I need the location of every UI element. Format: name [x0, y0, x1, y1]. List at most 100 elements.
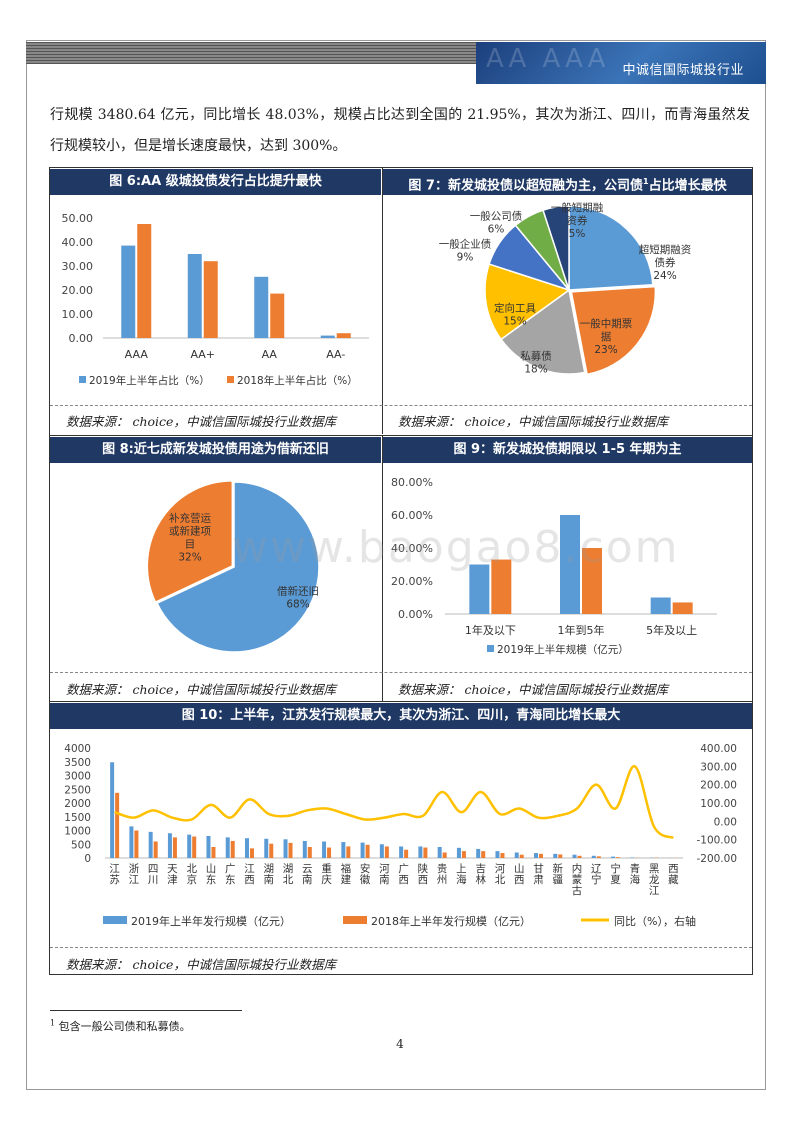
- fig7-slice-label: 15%: [503, 316, 526, 328]
- fig10-bar: [553, 853, 558, 858]
- fig10-category-label: 湖北: [283, 863, 294, 886]
- fig6-category-label: AA: [262, 348, 278, 361]
- footnote-rule: [50, 1010, 242, 1011]
- fig10-legend-label: 2018年上半年发行规模（亿元）: [371, 914, 531, 928]
- fig10-bar: [192, 836, 197, 858]
- fig10-category-label: 内蒙古: [572, 862, 583, 897]
- fig10-bar: [596, 856, 601, 858]
- fig10-category-label: 北京: [186, 863, 197, 886]
- fig7-slice: [570, 285, 657, 376]
- fig7-slice-label: 资券: [567, 214, 588, 227]
- fig9-ytick-label: 40.00%: [391, 542, 433, 555]
- fig6-ytick-label: 20.00: [62, 284, 94, 297]
- fig8-slice-label: 68%: [286, 599, 309, 611]
- fig10-category-label: 上海: [456, 863, 467, 886]
- fig10-bar: [442, 852, 447, 858]
- fig8-slice-label: 或新建项: [169, 525, 211, 538]
- fig10-bar: [534, 853, 538, 858]
- fig7-slice-label: 超短期融资: [639, 243, 692, 256]
- fig10-bar: [418, 846, 423, 858]
- fig10-ytick-right: 100.00: [700, 798, 737, 810]
- fig10-category-label: 重庆: [321, 862, 332, 886]
- fig10-bar: [206, 836, 211, 858]
- fig6-category-label: AA+: [190, 348, 215, 361]
- fig10-ytick-left: 1000: [64, 826, 91, 838]
- fig10-category-label: 江西: [244, 863, 255, 886]
- fig7-title-sup: 1: [642, 177, 649, 186]
- fig10-bar: [153, 841, 158, 858]
- fig10-title: 图 10：上半年，江苏发行规模最大，其次为浙江、四川，青海同比增长最大: [50, 703, 752, 729]
- fig10-ytick-right: 400.00: [700, 743, 737, 755]
- fig10-source: 数据来源： choice，中诚信国际城投行业数据库: [66, 957, 336, 972]
- intro-paragraph: 行规模 3480.64 亿元，同比增长 48.03%，规模占比达到全国的 21.…: [50, 107, 750, 154]
- fig9-title: 图 9：新发城投债期限以 1-5 年期为主: [383, 437, 752, 463]
- fig6-legend-swatch: [227, 376, 234, 383]
- watermark: www.baogao8.com: [232, 522, 680, 573]
- fig7-slice-label: 一般公司债: [470, 210, 523, 223]
- fig6-ytick-label: 30.00: [62, 260, 94, 273]
- fig10-bar: [404, 849, 409, 858]
- header-brand: AA AAA 中诚信国际城投行业: [476, 42, 766, 84]
- fig10-chart: 05001000150020002500300035004000-200.00-…: [64, 743, 737, 928]
- fig10-bar: [437, 847, 442, 858]
- fig10-bar: [611, 856, 616, 858]
- divider-horizontal-1: [50, 435, 752, 436]
- fig10-ytick-left: 0: [84, 853, 91, 865]
- fig10-bar: [327, 847, 332, 858]
- fig7-slice-label: 5%: [569, 228, 586, 240]
- fig9-category-label: 1年及以下: [465, 623, 516, 637]
- page-number: 4: [396, 1037, 404, 1051]
- fig8-slice-label: 目: [185, 539, 196, 551]
- fig10-bar: [134, 830, 139, 858]
- fig10-bar: [500, 853, 505, 858]
- fig10-ytick-left: 3000: [64, 771, 91, 783]
- fig10-category-label: 西藏: [668, 863, 679, 886]
- footnote: 1 包含一般公司债和私募债。: [50, 1018, 191, 1034]
- fig10-bar: [341, 842, 346, 858]
- fig10-ytick-left: 500: [71, 839, 91, 851]
- source-separator-1: [50, 405, 752, 406]
- footnote-text: 包含一般公司债和私募债。: [58, 1020, 191, 1033]
- fig6-bar: [121, 245, 136, 338]
- fig10-bar: [461, 851, 466, 858]
- fig7-slice-label: 据: [601, 330, 612, 343]
- fig10-bar: [115, 792, 120, 858]
- fig10-category-label: 辽宁: [591, 863, 602, 886]
- figure-grid: [49, 167, 753, 975]
- fig7-title-main: 图 7：新发城投债以超短融为主，公司债: [408, 178, 643, 194]
- fig7-slice: [542, 205, 570, 291]
- fig10-category-label: 广西: [398, 863, 409, 886]
- fig10-ytick-right: 0.00: [714, 816, 737, 828]
- fig9-category-label: 1年到5年: [558, 623, 605, 637]
- fig10-bar: [172, 837, 177, 858]
- brand-decoration: AA AAA: [486, 44, 610, 74]
- fig7-slice-label: 一般短期融: [551, 201, 604, 214]
- fig10-bar: [225, 837, 230, 858]
- fig6-bar: [203, 261, 218, 338]
- fig9-bar: [469, 564, 490, 614]
- fig6-source: 数据来源： choice，中诚信国际城投行业数据库: [66, 414, 336, 429]
- fig6-legend-swatch: [79, 376, 86, 383]
- fig10-legend-swatch: [103, 916, 127, 924]
- footnote-sup: 1: [50, 1018, 56, 1028]
- fig7-title: 图 7：新发城投债以超短融为主，公司债1占比增长最快: [383, 169, 752, 195]
- fig10-bar: [307, 847, 312, 858]
- fig10-ytick-right: -200.00: [696, 853, 737, 865]
- fig10-legend-label: 同比（%），右轴: [614, 914, 696, 928]
- fig8-slice-label: 32%: [178, 552, 201, 564]
- fig10-bar: [379, 844, 384, 858]
- fig10-category-label: 陕西: [418, 862, 429, 886]
- fig10-category-label: 天津: [167, 863, 178, 886]
- fig10-category-label: 云南: [302, 863, 313, 886]
- fig9-legend-swatch: [487, 645, 494, 652]
- fig7-slice-label: 9%: [457, 252, 474, 264]
- fig10-category-label: 河北: [495, 863, 506, 886]
- fig8-slice-label: 借新还旧: [277, 585, 319, 598]
- fig10-bar: [539, 853, 543, 858]
- fig6-title: 图 6:AA 级城投债发行占比提升最快: [50, 169, 381, 195]
- fig7-slice-label: 债券: [655, 256, 676, 269]
- fig10-bar: [269, 843, 274, 858]
- fig10-yoy-line: [114, 765, 674, 840]
- fig7-slice-label: 定向工具: [494, 302, 536, 315]
- fig6-bar: [320, 335, 335, 338]
